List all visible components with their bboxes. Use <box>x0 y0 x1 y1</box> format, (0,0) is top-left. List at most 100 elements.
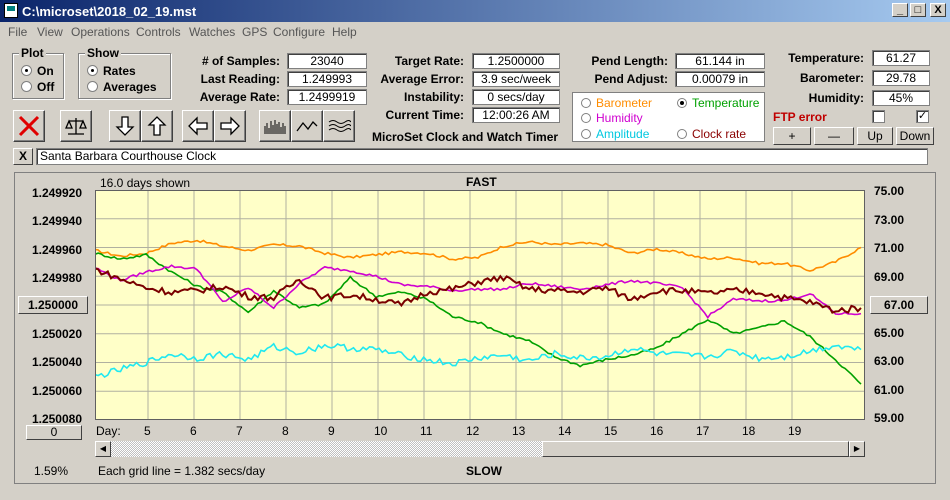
average-rate-label: Average Rate: <box>199 90 280 104</box>
menu-file[interactable]: File <box>8 25 28 39</box>
scale-down-button[interactable]: Down <box>896 127 934 145</box>
arrow-right-button[interactable] <box>214 110 246 142</box>
x-tick-label: 19 <box>788 424 802 438</box>
line-graph-button[interactable] <box>291 110 323 142</box>
last-reading-field: 1.249993 <box>287 71 367 87</box>
x-tick-label: 15 <box>604 424 618 438</box>
average-error-label: Average Error: <box>380 72 464 86</box>
wave-graph-button[interactable] <box>323 110 355 142</box>
right-tick-label: 63.00 <box>874 354 905 368</box>
zero-button[interactable]: 0 <box>26 425 82 440</box>
instability-label: Instability: <box>403 90 464 104</box>
radio-dot <box>581 98 591 108</box>
temperature-label: Temperature: <box>788 51 864 65</box>
radio-dot <box>87 81 98 92</box>
pend-length-label: Pend Length: <box>591 54 668 68</box>
option-amplitude-label: Amplitude <box>596 127 650 141</box>
ftp-checkbox-1[interactable] <box>872 110 885 123</box>
window-title: C:\microset\2018_02_19.mst <box>22 4 197 19</box>
show-rates-radio[interactable]: Rates <box>87 64 136 78</box>
temperature-field: 61.27 <box>872 50 930 66</box>
humidity-field: 45% <box>872 90 930 106</box>
scroll-right-icon[interactable]: ▶ <box>849 441 865 457</box>
average-rate-field: 1.2499919 <box>287 89 367 105</box>
wave-graph-icon <box>328 120 351 132</box>
menu-controls[interactable]: Controls <box>136 25 181 39</box>
scroll-thumb[interactable] <box>542 441 849 457</box>
option-barometer[interactable]: Barometer <box>581 96 652 110</box>
x-tick-label: 9 <box>328 424 335 438</box>
slow-label: SLOW <box>466 464 502 478</box>
balance-scale-icon <box>65 118 87 135</box>
x-tick-label: 18 <box>742 424 756 438</box>
scale-plus-button[interactable]: + <box>773 127 811 145</box>
option-temperature[interactable]: Temperature <box>677 96 759 110</box>
plot-on-label: On <box>37 64 54 78</box>
title-bar: C:\microset\2018_02_19.mst _ □ X <box>0 0 950 22</box>
center-rate-button[interactable]: 1.250000 <box>18 296 88 314</box>
left-tick-label: 1.250020 <box>31 327 82 341</box>
show-group: Show Rates Averages <box>78 46 171 99</box>
minimize-button[interactable]: _ <box>892 3 908 17</box>
left-tick-label: 1.250060 <box>31 384 82 398</box>
right-tick-label: 61.00 <box>874 383 905 397</box>
menu-view[interactable]: View <box>37 25 63 39</box>
scale-up-button[interactable]: Up <box>857 127 893 145</box>
scroll-left-icon[interactable]: ◀ <box>95 441 111 457</box>
chart-frame <box>14 172 936 484</box>
center-temp-button[interactable]: 67.00 <box>870 296 928 314</box>
option-humidity-label: Humidity <box>596 111 643 125</box>
radio-dot <box>581 113 591 123</box>
clear-clock-button[interactable]: X <box>13 148 33 165</box>
menu-operations[interactable]: Operations <box>71 25 130 39</box>
option-amplitude[interactable]: Amplitude <box>581 127 649 141</box>
bar-graph-button[interactable] <box>259 110 291 142</box>
series-amplitude <box>95 342 862 379</box>
radio-dot <box>581 129 591 139</box>
app-name-label: MicroSet Clock and Watch Timer <box>372 130 559 144</box>
arrow-down-button[interactable] <box>109 110 141 142</box>
menu-bar: File View Operations Controls Watches GP… <box>0 22 950 42</box>
menu-help[interactable]: Help <box>332 25 357 39</box>
right-tick-label: 75.00 <box>874 184 905 198</box>
arrow-left-icon <box>188 116 208 136</box>
show-averages-radio[interactable]: Averages <box>87 80 157 94</box>
scale-minus-button[interactable]: — <box>814 127 854 145</box>
arrow-left-button[interactable] <box>182 110 214 142</box>
arrow-up-icon <box>147 116 167 136</box>
arrow-down-icon <box>115 116 135 136</box>
plot-off-radio[interactable]: Off <box>21 80 54 94</box>
arrow-up-button[interactable] <box>141 110 173 142</box>
left-tick-label: 1.249920 <box>31 186 82 200</box>
arrow-right-icon <box>220 116 240 136</box>
timeline-scrollbar[interactable]: ◀ ▶ <box>95 441 865 457</box>
balance-button[interactable] <box>60 110 92 142</box>
barometer-field: 29.78 <box>872 70 930 86</box>
maximize-button[interactable]: □ <box>910 3 926 17</box>
menu-gps[interactable]: GPS <box>242 25 268 39</box>
stop-button[interactable] <box>13 110 45 142</box>
day-prefix-label: Day: <box>96 424 121 438</box>
close-button[interactable]: X <box>930 3 946 17</box>
option-temperature-label: Temperature <box>692 96 760 110</box>
plot-on-radio[interactable]: On <box>21 64 54 78</box>
plot-area <box>95 190 865 420</box>
menu-watches[interactable]: Watches <box>189 25 236 39</box>
x-tick-label: 17 <box>696 424 710 438</box>
radio-dot <box>677 129 687 139</box>
menu-configure[interactable]: Configure <box>273 25 326 39</box>
plot-group: Plot On Off <box>12 46 64 99</box>
option-humidity[interactable]: Humidity <box>581 111 643 125</box>
barometer-label: Barometer: <box>799 71 864 85</box>
fast-label: FAST <box>466 175 497 189</box>
samples-field: 23040 <box>287 53 367 69</box>
ftp-checkbox-2[interactable]: ✓ <box>916 110 929 123</box>
series-temperature <box>95 252 862 385</box>
option-clock-rate[interactable]: Clock rate <box>677 127 746 141</box>
clock-name-input[interactable]: Santa Barbara Courthouse Clock <box>36 148 928 165</box>
right-tick-label: 73.00 <box>874 213 905 227</box>
right-tick-label: 59.00 <box>874 411 905 425</box>
x-tick-label: 13 <box>512 424 526 438</box>
humidity-label: Humidity: <box>808 91 864 105</box>
chart-footer: 1.59% Each grid line = 1.382 secs/day SL… <box>0 464 950 500</box>
